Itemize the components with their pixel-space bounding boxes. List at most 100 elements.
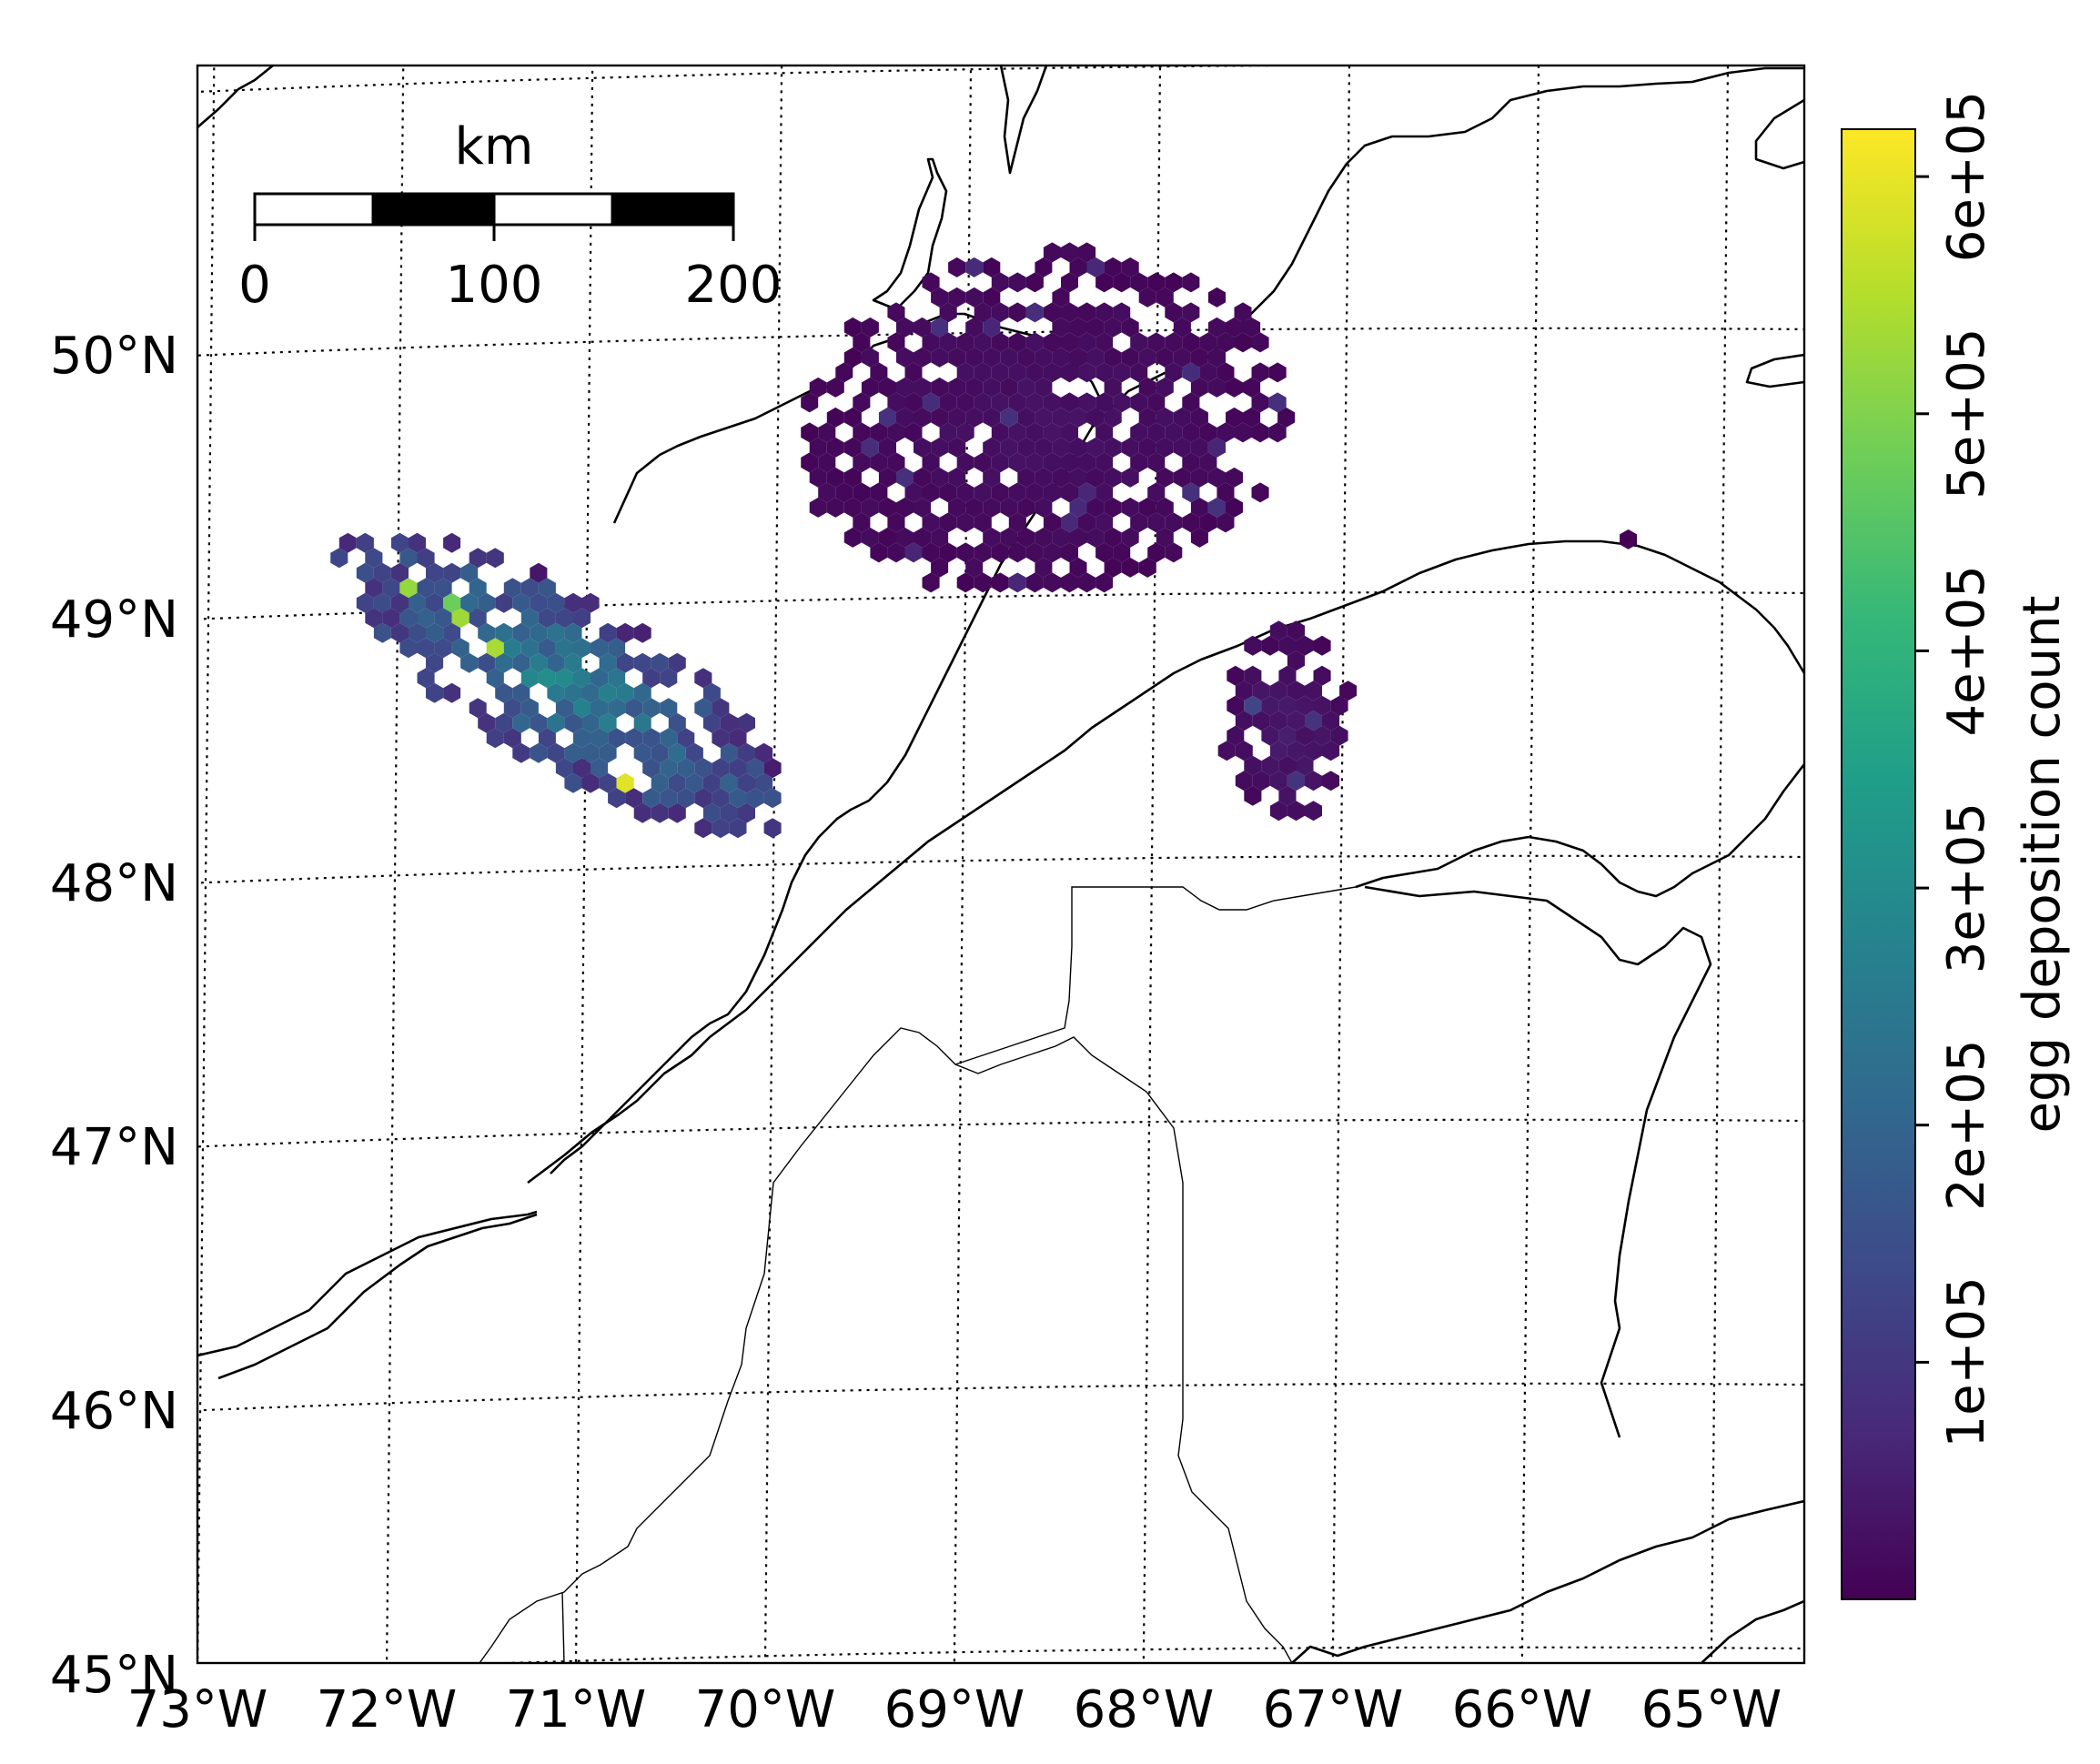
hexbin-cell	[1130, 422, 1148, 443]
hexbin-cell	[1078, 392, 1096, 413]
hexbin-cell	[729, 728, 747, 749]
hexbin-cell	[983, 467, 1001, 488]
hexbin-cell	[608, 638, 626, 659]
hexbin-cell	[1025, 332, 1044, 353]
hexbin-cell	[581, 682, 600, 703]
hexbin-cell	[1130, 452, 1148, 473]
hexbin-cell	[1008, 512, 1026, 533]
hexbin-cell	[1207, 347, 1226, 368]
hexbin-cell	[1156, 407, 1174, 428]
hexbin-cell	[1313, 665, 1331, 686]
hexbin-cell	[1235, 771, 1253, 791]
hexbin-cell	[887, 542, 905, 563]
hexbin-cell	[426, 682, 444, 703]
hexbin-cell	[694, 668, 712, 689]
latitude-labels: 50°N 49°N 48°N 47°N 46°N 45°N	[50, 327, 178, 1705]
hexbin-cell	[1190, 497, 1208, 518]
hexbin-cell	[1104, 467, 1122, 488]
hexbin-cell	[1227, 725, 1245, 746]
hexbin-cell	[1095, 422, 1114, 443]
hexbin-cell	[495, 652, 513, 673]
hexbin-cell	[330, 548, 348, 569]
hexbin-cell	[1165, 362, 1183, 383]
hexbin-cell	[878, 497, 896, 518]
scale-segment-2	[371, 192, 496, 227]
hexbin-cell	[608, 698, 626, 719]
hexbin-cell	[1243, 317, 1261, 338]
hexbin-cell	[712, 788, 730, 809]
hexbin-cell	[1147, 392, 1166, 413]
hexbin-cell	[1104, 497, 1122, 518]
hexbin-cell	[1244, 785, 1262, 806]
colorbar-tick-label: 2e+05	[1937, 1040, 1996, 1211]
hexbin-cell	[1061, 272, 1078, 293]
hexbin-cell	[426, 592, 444, 613]
hexbin-cell	[608, 728, 626, 749]
scale-segment-3	[492, 192, 614, 227]
hexbin-cell	[599, 682, 617, 703]
hexbin-cell	[1287, 620, 1305, 641]
hexbin-cell	[1008, 452, 1026, 473]
hexbin-cell	[1156, 377, 1174, 398]
hexbin-cell	[1086, 347, 1105, 368]
hexbin-cell	[763, 788, 782, 809]
hexbin-cell	[974, 572, 992, 593]
hexbin-cell	[965, 347, 984, 368]
hexbin-cell	[1121, 317, 1139, 338]
hexbin-cell	[573, 608, 591, 629]
hexbin-cell	[974, 512, 992, 533]
hexbin-cell	[668, 742, 686, 763]
hexbin-cell	[818, 422, 836, 443]
hexbin-cell	[1252, 771, 1270, 791]
lon-label: 69°W	[884, 1680, 1025, 1739]
hexbin-cell	[956, 572, 974, 593]
hexbin-cell	[914, 437, 932, 458]
hexbin-cell	[939, 392, 957, 413]
hexbin-cell	[1086, 407, 1105, 428]
hexbin-cell	[1095, 482, 1114, 503]
hexbin-cell	[1069, 347, 1087, 368]
hexbin-cell	[904, 362, 923, 383]
hexbin-cell	[948, 467, 966, 488]
hexbin-cell	[1269, 741, 1287, 761]
hexbin-cell	[495, 712, 513, 733]
hexbin-cell	[520, 698, 539, 719]
hexbin-cell	[356, 592, 374, 613]
hexbin-cell	[1207, 497, 1226, 518]
hexbin-cell	[991, 542, 1009, 563]
hexbin-cell	[983, 317, 1001, 338]
hexbin-cell	[443, 622, 461, 643]
hexbin-cell	[1061, 482, 1078, 503]
hexbin-cell	[878, 467, 896, 488]
hexbin-cell	[443, 532, 461, 553]
parallel-line	[475, 1646, 1804, 1663]
hexbin-cell	[853, 482, 871, 503]
hexbin-cell	[746, 788, 764, 809]
lat-label: 50°N	[50, 327, 178, 386]
hexbin-cell	[948, 287, 966, 307]
hexbin-cell	[746, 758, 764, 779]
hexbin-cell	[356, 532, 374, 553]
hexbin-cell	[1313, 695, 1331, 716]
hexbin-cell	[1252, 711, 1270, 731]
hexbin-cell	[1190, 347, 1208, 368]
hexbin-cell	[853, 332, 871, 353]
hexbin-cell	[512, 652, 530, 673]
hexbin-cell	[660, 728, 678, 749]
hexbin-cell	[547, 652, 565, 673]
colorbar-gradient	[1841, 128, 1916, 1600]
hexbin-cell	[1173, 347, 1191, 368]
hexbin-cell	[878, 527, 896, 548]
hexbin-cell	[1278, 755, 1297, 776]
hexbin-cell	[1104, 437, 1122, 458]
coast-north-inlet	[999, 66, 1048, 175]
hexbin-cell	[1035, 497, 1053, 518]
hexbin-cell	[1277, 407, 1296, 428]
hexbin-cell	[1287, 711, 1305, 731]
vertical-border-line	[561, 1591, 565, 1663]
hexbin-cell	[729, 818, 747, 839]
hexbin-cell	[1182, 392, 1200, 413]
hexbin-cell	[1147, 272, 1166, 293]
hexbin-cell	[956, 422, 974, 443]
parallel-line	[197, 1118, 1804, 1148]
